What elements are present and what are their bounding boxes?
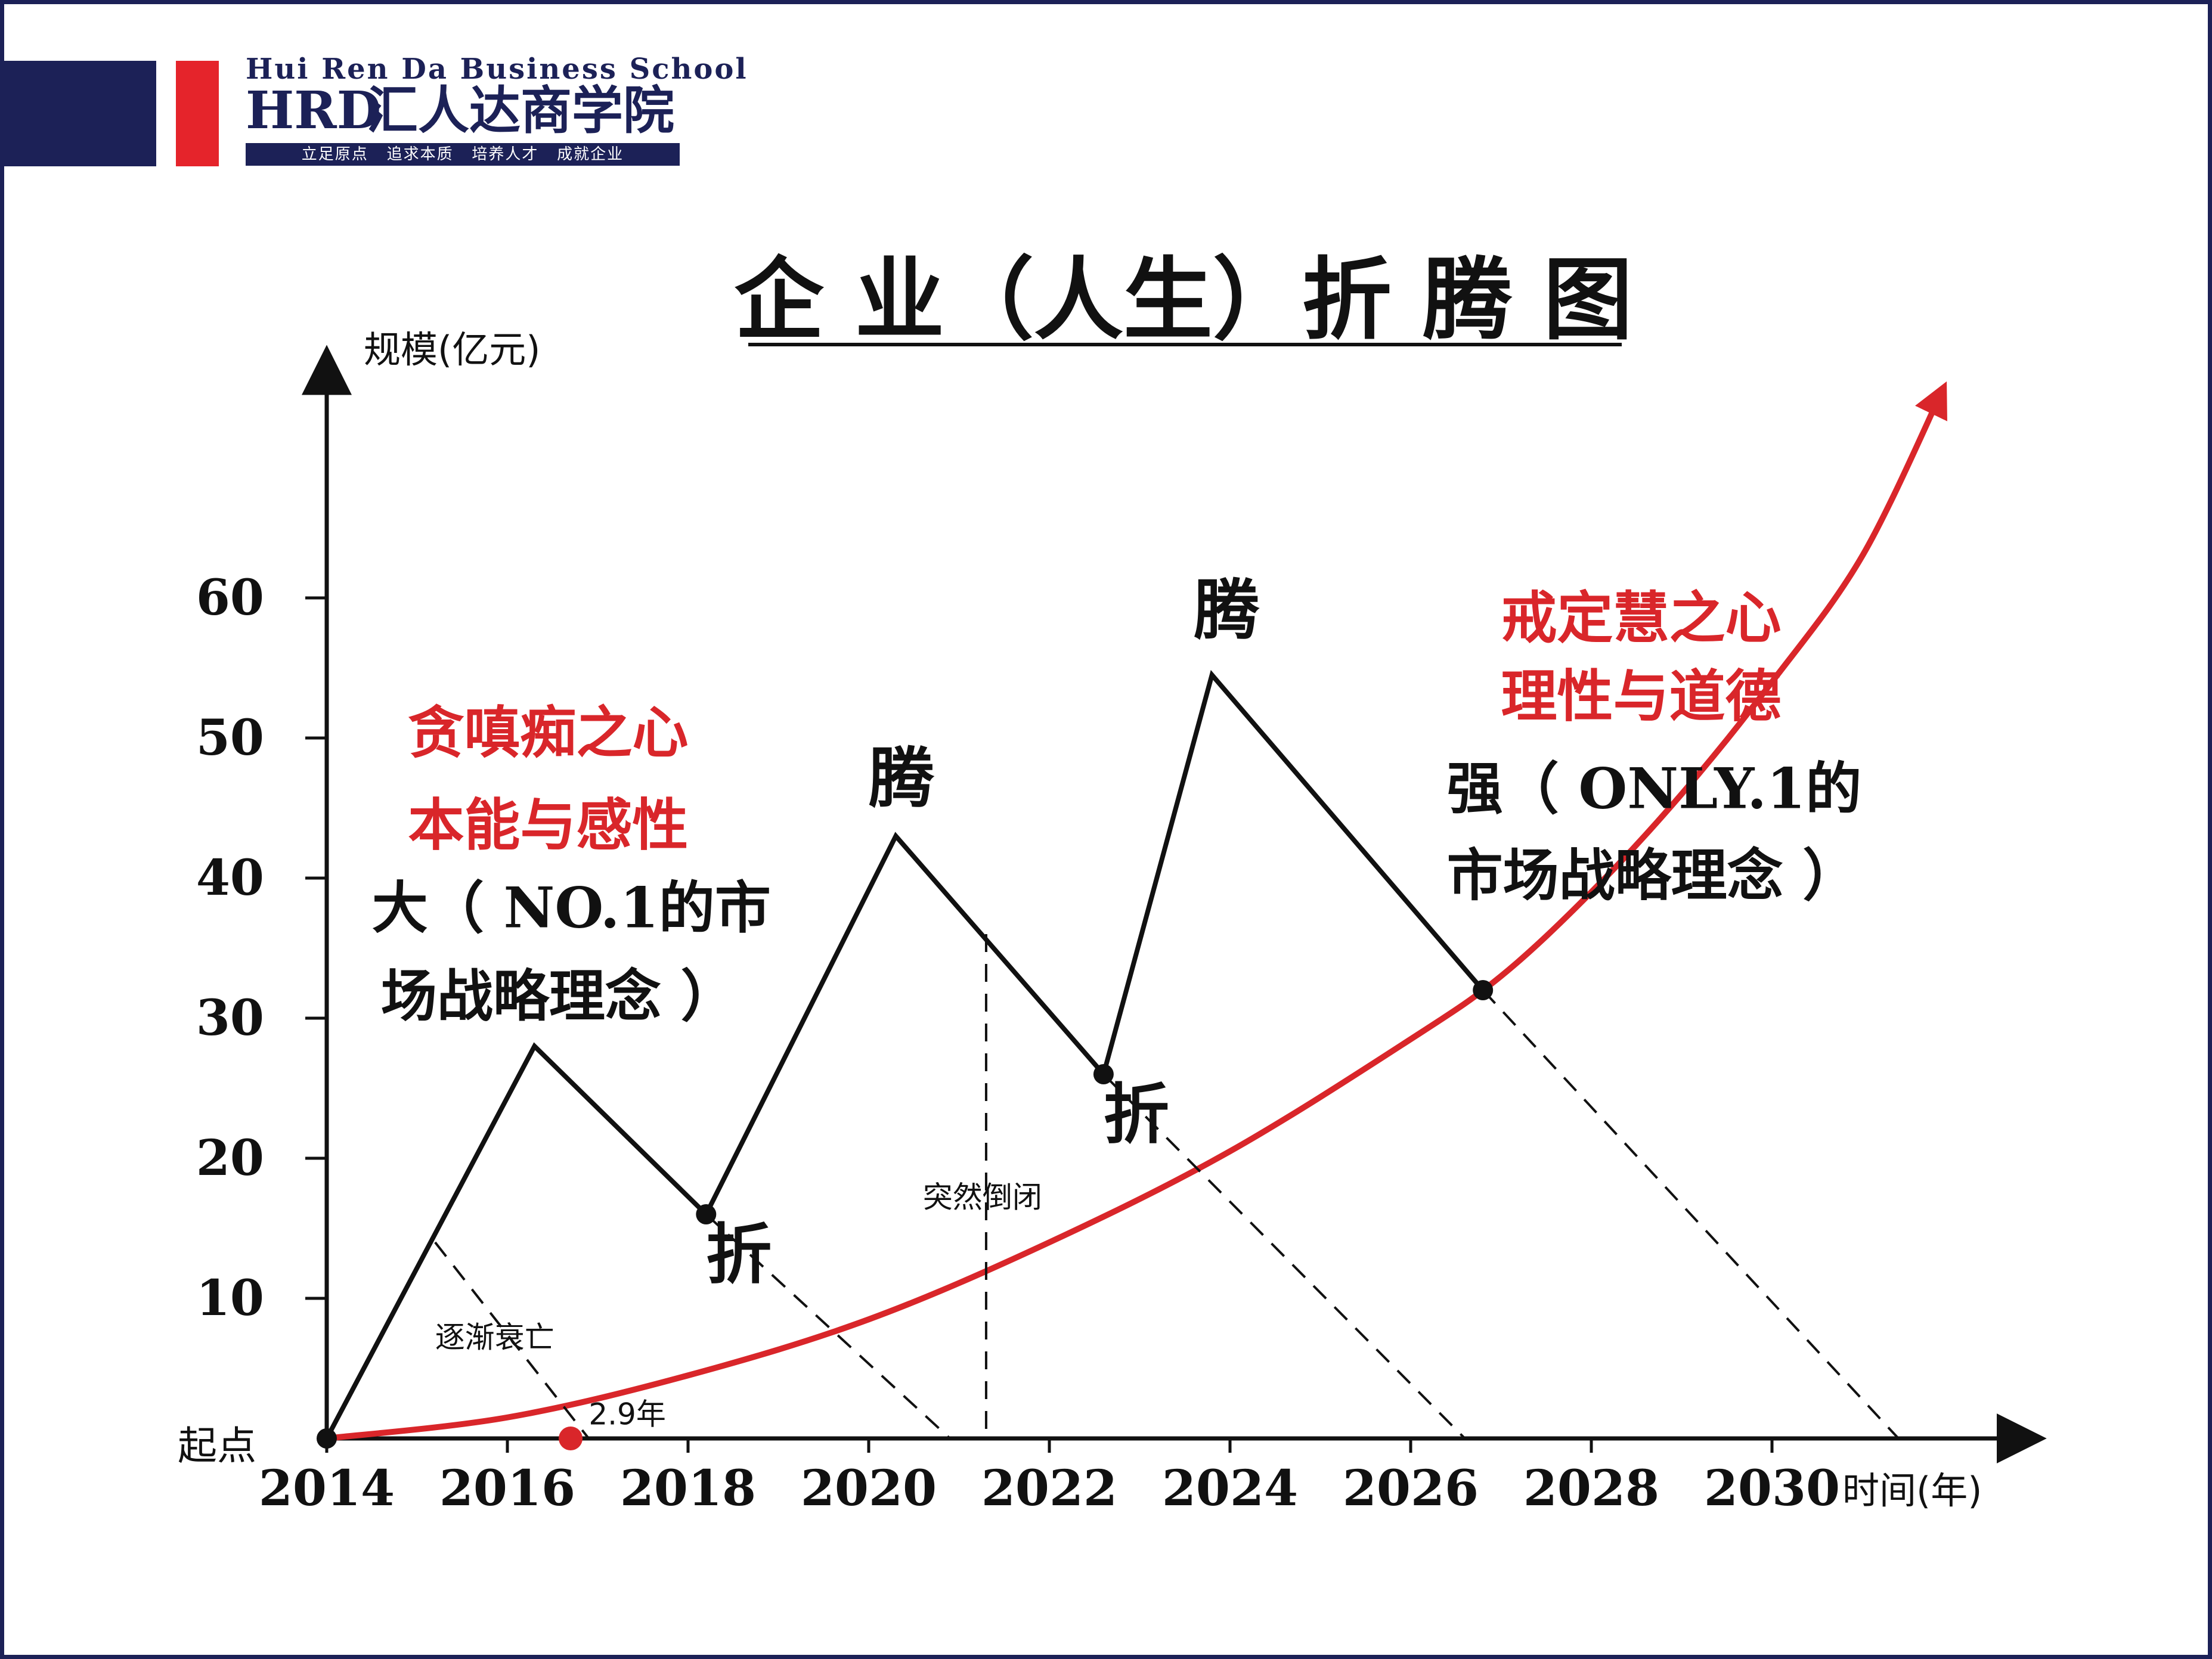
x-tick-label: 2024 bbox=[1162, 1460, 1298, 1517]
decline-dashed-line bbox=[1482, 989, 1900, 1440]
chart-title: 企 业（人生）折 腾 图 bbox=[735, 247, 1633, 352]
annotation-greed-line2: 本能与感性 bbox=[408, 793, 688, 858]
annotation-peak2: 腾 bbox=[1194, 572, 1260, 649]
y-tick-label: 50 bbox=[196, 709, 264, 767]
annotation-big-line2: 场战略理念 ） bbox=[381, 963, 737, 1029]
x-tick-label: 2022 bbox=[981, 1460, 1117, 1517]
marker-layer bbox=[317, 980, 1494, 1450]
annotation-big-line1: 大（ NO.1的市 bbox=[372, 875, 771, 941]
brand-english-name: Hui Ren Da Business School bbox=[246, 52, 748, 86]
annotation-fold2: 折 bbox=[1104, 1076, 1169, 1153]
annotation-strong-line1: 强（ ONLY.1的 bbox=[1447, 756, 1862, 822]
header-navy-block bbox=[4, 61, 156, 166]
growth-curve-line bbox=[326, 381, 1947, 1441]
turning-point-marker bbox=[696, 1204, 717, 1224]
x-tick-label: 2016 bbox=[439, 1460, 575, 1517]
x-tick-label: 2014 bbox=[259, 1460, 395, 1517]
x-tick-label: 2028 bbox=[1523, 1460, 1659, 1517]
annotation-wisdom-line2: 理性与道德 bbox=[1501, 663, 1782, 729]
turning-point-marker bbox=[1093, 1064, 1114, 1084]
annotation-wisdom-line1: 戒定慧之心 bbox=[1501, 585, 1782, 651]
annotation-strong-line2: 市场战略理念 ） bbox=[1447, 843, 1859, 908]
brand-slogan: 立足原点 追求本质 培养人才 成就企业 bbox=[246, 143, 680, 166]
brand-abbreviation: HRD bbox=[246, 80, 382, 141]
annotation-decline: 逐渐衰亡 bbox=[435, 1320, 554, 1354]
annotation-peak1: 腾 bbox=[869, 740, 935, 817]
brand-chinese-name: 汇人达商学院 bbox=[367, 80, 674, 141]
x-axis-label: 时间(年) bbox=[1842, 1469, 1982, 1512]
zigzag-series-line bbox=[324, 669, 1485, 1440]
annotation-lifespan: 2.9年 bbox=[588, 1397, 666, 1432]
origin-label: 起点 bbox=[178, 1423, 256, 1469]
y-axis-label: 规模(亿元) bbox=[364, 328, 540, 371]
decline-dashed-line bbox=[705, 1213, 951, 1440]
annotation-greed-line1: 贪嗔痴之心 bbox=[408, 700, 688, 766]
y-tick-label: 60 bbox=[196, 569, 264, 627]
lifespan-marker bbox=[559, 1427, 583, 1450]
axes bbox=[302, 345, 2047, 1463]
decline-dashed-line bbox=[434, 1241, 590, 1440]
decline-dashed-line bbox=[1102, 1073, 1466, 1440]
annotation-fold1: 折 bbox=[706, 1216, 772, 1293]
x-tick-label: 2018 bbox=[620, 1460, 756, 1517]
header-red-bar bbox=[176, 61, 219, 166]
tick-layer: 2014 2016 2018 2020 2022 2024 2026 2028 20301020… bbox=[196, 569, 1840, 1517]
turning-point-marker bbox=[1473, 980, 1494, 1000]
annotation-collapse: 突然倒闭 bbox=[923, 1180, 1042, 1214]
x-tick-label: 2030 bbox=[1704, 1460, 1840, 1517]
y-tick-label: 20 bbox=[196, 1130, 264, 1187]
y-tick-label: 10 bbox=[196, 1270, 264, 1327]
y-tick-label: 40 bbox=[196, 849, 264, 907]
x-tick-label: 2026 bbox=[1343, 1460, 1479, 1517]
x-tick-label: 2020 bbox=[801, 1460, 937, 1517]
y-tick-label: 30 bbox=[196, 990, 264, 1047]
series-layer bbox=[324, 381, 1947, 1441]
